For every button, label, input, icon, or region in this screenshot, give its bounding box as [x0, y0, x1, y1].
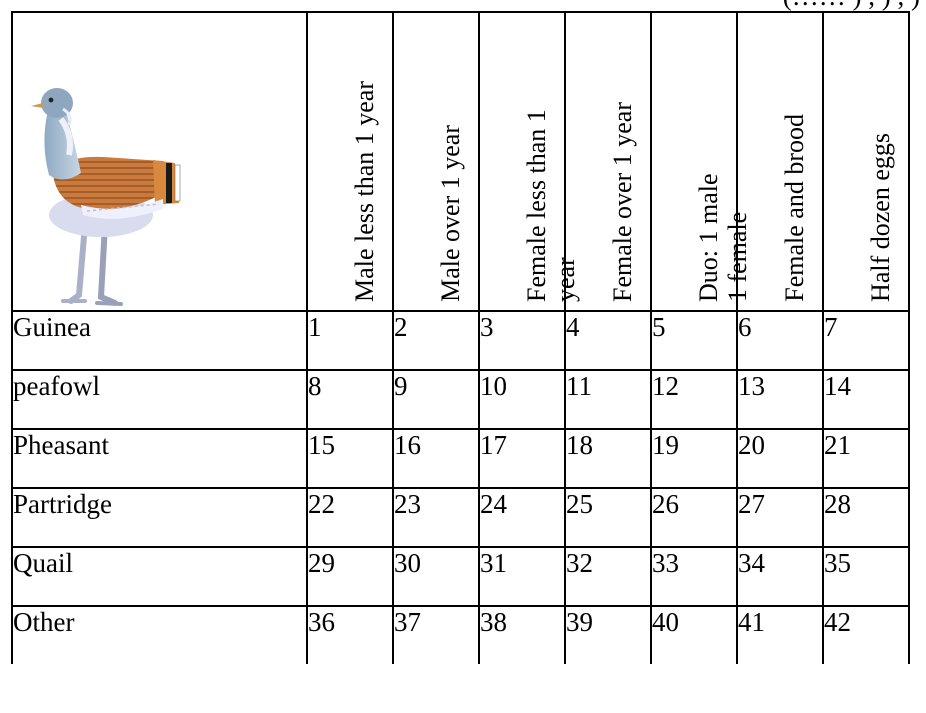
- table-cell-number: 30: [392, 546, 480, 607]
- table-cell-number: 34: [736, 546, 824, 607]
- bird-illustration-cell: [11, 11, 308, 312]
- table-cell-number: 21: [822, 428, 910, 489]
- table-cell-number: 7: [822, 310, 910, 371]
- table-row: Pheasant 15 16 17 18 19 20 21: [11, 428, 910, 489]
- column-header-male-under-1y: Male less than 1 year: [306, 11, 394, 312]
- table-cell-number: 23: [392, 487, 480, 548]
- table-cell-number: 13: [736, 369, 824, 430]
- table-cell-number: 35: [822, 546, 910, 607]
- bustard-bird-icon: [31, 88, 181, 306]
- table-cell-number: 20: [736, 428, 824, 489]
- table-cell-number: 11: [564, 369, 652, 430]
- table-cell-number: 41: [736, 605, 824, 664]
- table-cell-number: 22: [306, 487, 394, 548]
- table-cell-number: 5: [650, 310, 738, 371]
- table-cell-number: 28: [822, 487, 910, 548]
- table-cell-number: 32: [564, 546, 652, 607]
- table-cell-number: 42: [822, 605, 910, 664]
- table-cell-number: 19: [650, 428, 738, 489]
- species-label: Other: [11, 605, 308, 664]
- species-label: peafowl: [11, 369, 308, 430]
- column-header-female-and-brood: Female and brood: [736, 11, 824, 312]
- table-cell-number: 3: [478, 310, 566, 371]
- species-label: Guinea: [11, 310, 308, 371]
- table-cell-number: 40: [650, 605, 738, 664]
- table-cell-number: 10: [478, 369, 566, 430]
- table-cell-number: 16: [392, 428, 480, 489]
- table-cell-number: 4: [564, 310, 652, 371]
- species-label: Pheasant: [11, 428, 308, 489]
- table-cell-number: 8: [306, 369, 394, 430]
- table-cell-number: 6: [736, 310, 824, 371]
- column-header-duo: Duo: 1 male 1 female: [650, 11, 752, 312]
- table-cell-number: 12: [650, 369, 738, 430]
- table-cell-number: 15: [306, 428, 394, 489]
- table-row: Guinea 1 2 3 4 5 6 7: [11, 310, 910, 371]
- table-cell-number: 36: [306, 605, 394, 664]
- table-cell-number: 17: [478, 428, 566, 489]
- table-row: Partridge 22 23 24 25 26 27 28: [11, 487, 910, 548]
- table-cell-number: 31: [478, 546, 566, 607]
- table-cell-number: 25: [564, 487, 652, 548]
- header-row: Male less than 1 year Male over 1 year F…: [11, 11, 910, 312]
- table-cell-number: 14: [822, 369, 910, 430]
- column-header-half-dozen-eggs: Half dozen eggs: [822, 11, 910, 312]
- table-row: Other 36 37 38 39 40 41 42: [11, 605, 910, 664]
- table-cell-number: 9: [392, 369, 480, 430]
- table-cell-number: 37: [392, 605, 480, 664]
- table-row: Quail 29 30 31 32 33 34 35: [11, 546, 910, 607]
- table-cell-number: 2: [392, 310, 480, 371]
- species-label: Quail: [11, 546, 308, 607]
- column-header-female-under-1y: Female less than 1 year: [478, 11, 580, 312]
- species-label: Partridge: [11, 487, 308, 548]
- table-cell-number: 24: [478, 487, 566, 548]
- column-header-male-over-1y: Male over 1 year: [392, 11, 480, 312]
- table-cell-number: 1: [306, 310, 394, 371]
- table-cell-number: 26: [650, 487, 738, 548]
- table-cell-number: 27: [736, 487, 824, 548]
- table-cell-number: 29: [306, 546, 394, 607]
- table-row: peafowl 8 9 10 11 12 13 14: [11, 369, 910, 430]
- table-cell-number: 18: [564, 428, 652, 489]
- column-header-female-over-1y: Female over 1 year: [564, 11, 652, 312]
- cutoff-text: (…… ) , ) , ): [783, 0, 920, 10]
- table-cell-number: 33: [650, 546, 738, 607]
- order-table: Male less than 1 year Male over 1 year F…: [11, 11, 910, 664]
- table-cell-number: 39: [564, 605, 652, 664]
- table-cell-number: 38: [478, 605, 566, 664]
